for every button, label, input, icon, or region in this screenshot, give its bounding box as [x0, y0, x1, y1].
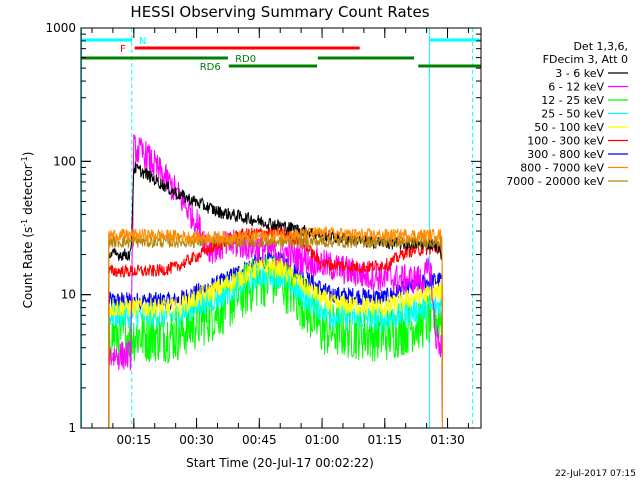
- x-tick-label: 00:45: [242, 433, 277, 447]
- plot-frame: [80, 27, 482, 429]
- y-axis-label-exp1: -1: [20, 219, 29, 227]
- footer-timestamp: 22-Jul-2017 07:15: [555, 469, 636, 479]
- flag-bars: N F RD0 RD6: [81, 28, 481, 428]
- flag-label-rd0: RD0: [235, 54, 256, 65]
- y-axis-label: Count Rate (s-1 detector-1): [20, 152, 35, 309]
- x-tick-label: 00:30: [179, 433, 214, 447]
- legend-entry-label: 100 - 300 keV: [527, 135, 604, 148]
- y-axis-label-mid: detector: [21, 164, 35, 219]
- x-axis-label: Start Time (20-Jul-17 00:02:22): [186, 456, 374, 470]
- flag-label-n: N: [139, 36, 146, 47]
- legend-entry-label: 25 - 50 keV: [541, 108, 604, 121]
- legend-entry-label: 6 - 12 keV: [548, 81, 604, 94]
- y-axis-label-exp2: -1: [20, 156, 29, 164]
- legend-entry-label: 7000 - 20000 keV: [506, 175, 604, 188]
- y-tick-label: 10: [61, 288, 76, 302]
- series-line-3: [108, 262, 443, 429]
- series-line-0: [108, 162, 443, 429]
- flag-label-rd6: RD6: [200, 62, 221, 73]
- series-lines: [108, 134, 443, 429]
- legend-entry-label: 12 - 25 keV: [541, 94, 604, 107]
- legend-header-1: Det 1,3,6,: [573, 40, 628, 53]
- legend-header-2: FDecim 3, Att 0: [543, 53, 628, 66]
- y-tick-label: 100: [53, 154, 76, 168]
- x-tick-label: 00:15: [117, 433, 152, 447]
- y-tick-label: 1000: [45, 21, 76, 35]
- flag-label-f: F: [120, 44, 126, 55]
- legend-entry-label: 3 - 6 keV: [555, 67, 604, 80]
- legend-entry-label: 800 - 7000 keV: [520, 162, 604, 175]
- x-tick-label: 01:00: [305, 433, 340, 447]
- series-line-1: [108, 134, 443, 429]
- series-line-4: [108, 257, 443, 429]
- series-line-7: [108, 225, 443, 429]
- y-axis-label-end: ): [21, 152, 35, 157]
- x-tick-label: 01:15: [367, 433, 402, 447]
- y-axis-label-main: Count Rate (s: [21, 227, 35, 309]
- legend-entry-label: 300 - 800 keV: [527, 148, 604, 161]
- axes: 1 10 100 1000 00:15 00:30 00:45 01:00 01:15 01:30: [45, 21, 482, 447]
- legend-entry-label: 50 - 100 keV: [534, 121, 604, 134]
- chart-title: HESSI Observing Summary Count Rates: [130, 3, 429, 21]
- y-tick-label: 1: [68, 421, 76, 435]
- x-tick-label: 01:30: [430, 433, 465, 447]
